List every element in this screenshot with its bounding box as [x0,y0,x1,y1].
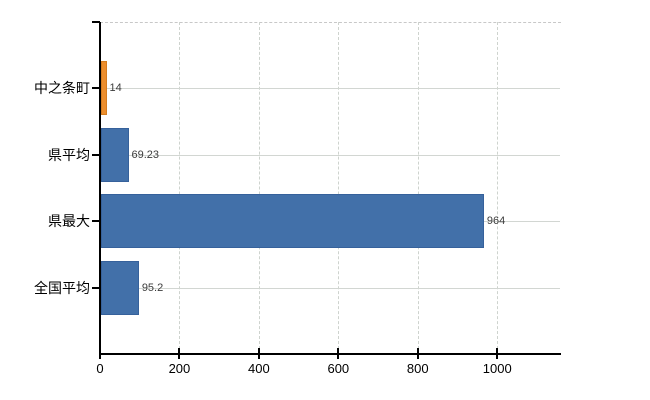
y-axis-tick-mark [92,286,100,289]
x-axis-tick-label: 600 [327,361,350,376]
bar [101,194,484,249]
x-axis-tick-label: 1000 [482,361,512,376]
category-label: 全国平均 [34,279,90,296]
category-label: 県平均 [48,146,90,163]
plot-area [100,22,561,354]
category-label: 県最大 [48,213,90,230]
bar-value-label: 964 [486,215,506,228]
bar-value-label: 14 [109,82,122,95]
bar [101,260,139,315]
category-label: 中之条町 [34,80,90,97]
y-axis-tick-mark [92,153,100,156]
bar [101,61,107,116]
horizontal-gridline [100,88,560,90]
vertical-gridline [338,22,340,354]
bar-value-label: 69.23 [131,148,160,161]
y-axis-top-tick-mark [92,21,100,23]
x-axis-tick-label: 0 [96,361,104,376]
x-axis-tick-label: 200 [168,361,191,376]
x-axis-line [99,353,561,355]
bar [101,127,129,182]
horizontal-gridline [100,287,560,289]
horizontal-gridline [100,154,560,156]
vertical-gridline [258,22,260,354]
x-axis-tick-label: 800 [406,361,429,376]
bar-value-label: 95.2 [141,281,164,294]
vertical-gridline [497,22,499,354]
vertical-gridline [179,22,181,354]
y-axis-tick-mark [92,87,100,90]
y-axis-line [99,22,101,354]
vertical-gridline [417,22,419,354]
x-axis-tick-label: 400 [248,361,270,376]
y-axis-tick-mark [92,220,100,223]
